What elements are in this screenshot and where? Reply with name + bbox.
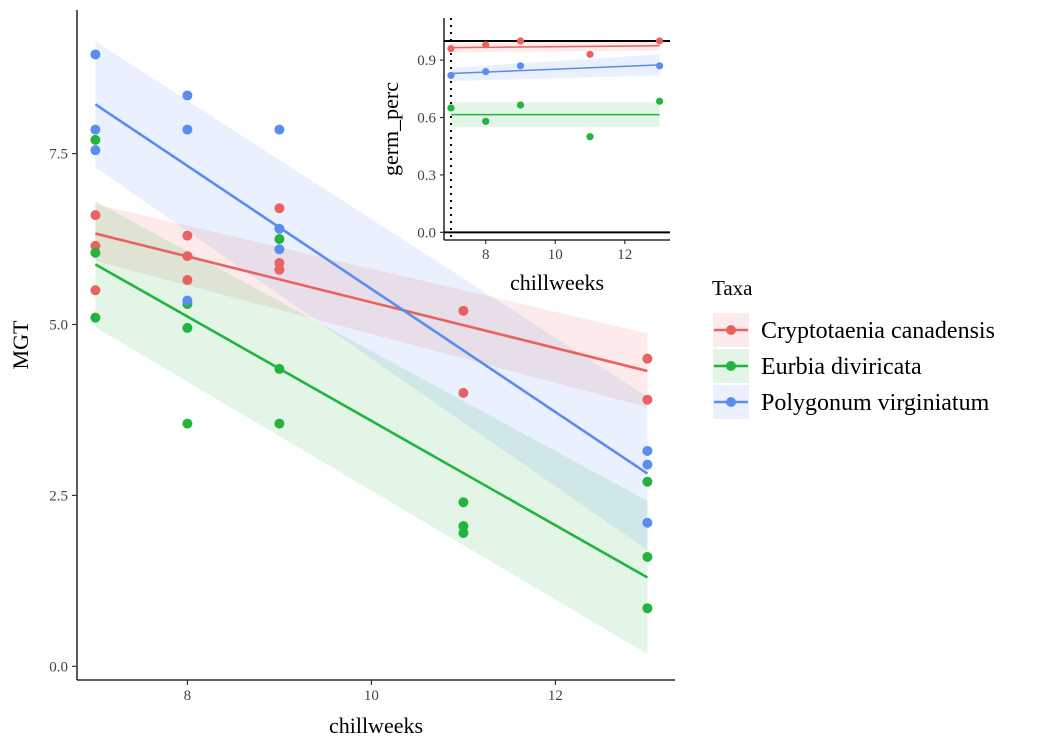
inset-confidence-band-polygonum-virginiatum — [450, 54, 660, 82]
main-y-tick-label: 0.0 — [49, 659, 68, 675]
main-data-point-eurbia-diviricata — [458, 528, 469, 539]
main-data-point-cryptotaenia-canadensis — [90, 210, 101, 221]
main-data-point-eurbia-diviricata — [274, 234, 285, 245]
inset-data-point-eurbia-diviricata — [516, 101, 525, 109]
main-data-point-polygonum-virginiatum — [274, 223, 285, 234]
main-data-point-cryptotaenia-canadensis — [274, 203, 285, 214]
main-fit-line-eurbia-diviricata — [94, 263, 649, 579]
main-x-tick-label: 12 — [548, 688, 563, 704]
inset-data-point-eurbia-diviricata — [655, 97, 664, 105]
main-x-axis-title: chillweeks — [329, 713, 423, 738]
main-y-tick-label: 5.0 — [49, 317, 68, 333]
inset-y-tick-label: 0.9 — [417, 53, 436, 69]
inset-data-point-cryptotaenia-canadensis — [447, 45, 455, 53]
main-data-point-eurbia-diviricata — [642, 603, 653, 614]
inset-data-point-polygonum-virginiatum — [447, 71, 455, 80]
main-data-point-polygonum-virginiatum — [90, 145, 101, 156]
main-data-point-cryptotaenia-canadensis — [274, 257, 285, 268]
main-data-point-cryptotaenia-canadensis — [642, 394, 653, 405]
inset-y-tick-label: 0.6 — [417, 111, 436, 127]
main-data-point-eurbia-diviricata — [274, 363, 285, 374]
main-data-point-polygonum-virginiatum — [274, 124, 285, 135]
main-data-point-eurbia-diviricata — [90, 312, 101, 323]
main-confidence-band-eurbia-diviricata — [95, 201, 648, 655]
main-data-point-cryptotaenia-canadensis — [90, 240, 101, 251]
inset-data-point-eurbia-diviricata — [447, 104, 455, 112]
main-data-point-eurbia-diviricata — [642, 476, 653, 487]
main-data-point-cryptotaenia-canadensis — [182, 251, 193, 262]
inset-y-tick-label: 0.3 — [417, 168, 436, 184]
inset-x-axis-title: chillweeks — [510, 270, 604, 295]
main-y-tick-label: 2.5 — [49, 488, 68, 504]
main-data-point-polygonum-virginiatum — [642, 445, 653, 456]
main-fit-line-polygonum-virginiatum — [94, 103, 649, 475]
inset-data-point-polygonum-virginiatum — [516, 62, 525, 70]
main-data-point-polygonum-virginiatum — [642, 517, 653, 528]
legend-label-polygonum-virginiatum: Polygonum virginiatum — [761, 390, 990, 416]
inset-data-point-cryptotaenia-canadensis — [655, 37, 664, 45]
main-y-tick-label: 7.5 — [49, 147, 68, 163]
main-data-point-eurbia-diviricata — [90, 134, 101, 145]
main-data-point-polygonum-virginiatum — [182, 124, 193, 135]
legend-key-point — [726, 325, 736, 335]
main-x-tick-label: 10 — [364, 688, 379, 704]
inset-data-point-cryptotaenia-canadensis — [482, 41, 490, 49]
legend-label-cryptotaenia-canadensis: Cryptotaenia canadensis — [761, 318, 995, 344]
main-y-axis-title: MGT — [8, 320, 33, 369]
main-data-point-cryptotaenia-canadensis — [274, 264, 285, 275]
inset-x-tick-label: 8 — [482, 247, 490, 263]
legend-key-point — [726, 397, 736, 407]
legend-key-point — [726, 361, 736, 371]
main-data-point-cryptotaenia-canadensis — [642, 353, 653, 364]
main-data-point-eurbia-diviricata — [182, 322, 193, 333]
main-data-point-polygonum-virginiatum — [274, 244, 285, 255]
main-data-point-cryptotaenia-canadensis — [90, 285, 101, 296]
inset-y-axis-title: germ_perc — [378, 82, 403, 176]
main-data-point-eurbia-diviricata — [274, 418, 285, 429]
main-confidence-band-polygonum-virginiatum — [95, 41, 648, 551]
main-x-tick-label: 8 — [184, 688, 192, 704]
inset-data-point-eurbia-diviricata — [482, 117, 490, 125]
legend: Taxa Cryptotaenia canadensis Eurbia divir… — [712, 276, 995, 419]
main-confidence-band-cryptotaenia-canadensis — [95, 204, 648, 408]
inset-data-point-eurbia-diviricata — [586, 133, 594, 141]
main-data-point-polygonum-virginiatum — [642, 459, 653, 470]
main-data-point-cryptotaenia-canadensis — [182, 230, 193, 241]
legend-label-eurbia-diviricata: Eurbia diviricata — [761, 354, 922, 380]
main-plot-panel: 8 10 12 0.0 2.5 5.0 7.5 chillweeks MGT — [8, 10, 675, 738]
main-data-point-cryptotaenia-canadensis — [458, 387, 469, 398]
main-data-point-eurbia-diviricata — [642, 551, 653, 562]
inset-y-tick-label: 0.0 — [417, 225, 436, 241]
main-data-point-cryptotaenia-canadensis — [458, 305, 469, 316]
inset-plot-panel: 8 10 12 0.0 0.3 0.6 0.9 chillweeks germ_perc — [378, 18, 670, 295]
main-data-point-eurbia-diviricata — [182, 418, 193, 429]
inset-data-point-cryptotaenia-canadensis — [516, 37, 525, 45]
inset-x-tick-label: 10 — [548, 247, 563, 263]
main-data-point-cryptotaenia-canadensis — [182, 275, 193, 286]
inset-data-point-polygonum-virginiatum — [655, 62, 664, 70]
main-data-point-polygonum-virginiatum — [182, 90, 193, 101]
main-data-point-eurbia-diviricata — [90, 247, 101, 258]
main-data-point-polygonum-virginiatum — [182, 295, 193, 306]
main-data-point-polygonum-virginiatum — [90, 49, 101, 60]
main-data-point-eurbia-diviricata — [458, 521, 469, 532]
inset-x-tick-label: 12 — [617, 247, 632, 263]
inset-data-point-cryptotaenia-canadensis — [586, 50, 594, 58]
main-data-point-polygonum-virginiatum — [90, 124, 101, 135]
inset-data-point-polygonum-virginiatum — [482, 67, 490, 76]
legend-title: Taxa — [712, 276, 753, 300]
main-data-point-eurbia-diviricata — [458, 497, 469, 508]
